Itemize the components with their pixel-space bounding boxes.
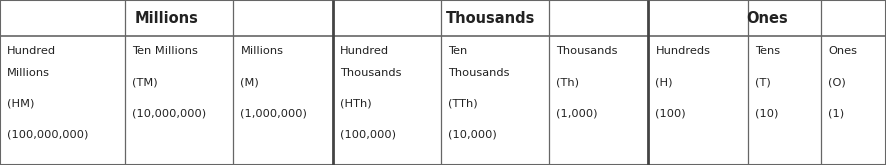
Text: Ten: Ten [448,46,467,56]
Text: (HTh): (HTh) [340,99,371,109]
Text: (O): (O) [828,77,846,87]
Text: Hundred: Hundred [7,46,56,56]
Text: Ones: Ones [828,46,858,56]
Text: (100,000,000): (100,000,000) [7,130,89,140]
Text: (Th): (Th) [556,77,579,87]
Text: Ones: Ones [746,11,788,26]
Text: (HM): (HM) [7,99,35,109]
Text: Ten Millions: Ten Millions [132,46,198,56]
Text: Millions: Millions [240,46,284,56]
Text: (TM): (TM) [132,77,158,87]
Text: (10,000,000): (10,000,000) [132,108,206,118]
Text: (10,000): (10,000) [448,130,497,140]
Text: (10): (10) [755,108,778,118]
Text: (1,000): (1,000) [556,108,597,118]
Text: (M): (M) [240,77,260,87]
Text: Thousands: Thousands [448,68,509,78]
Text: Thousands: Thousands [446,11,535,26]
Text: (H): (H) [656,77,672,87]
Text: Thousands: Thousands [340,68,401,78]
Text: (100,000): (100,000) [340,130,396,140]
Text: Hundred: Hundred [340,46,389,56]
Text: (1): (1) [828,108,844,118]
Text: (100): (100) [656,108,686,118]
Text: Hundreds: Hundreds [656,46,711,56]
Text: Thousands: Thousands [556,46,618,56]
Text: Tens: Tens [755,46,780,56]
Text: (1,000,000): (1,000,000) [240,108,307,118]
Text: (TTh): (TTh) [448,99,478,109]
Text: (T): (T) [755,77,771,87]
Text: Millions: Millions [7,68,51,78]
Text: Millions: Millions [135,11,198,26]
